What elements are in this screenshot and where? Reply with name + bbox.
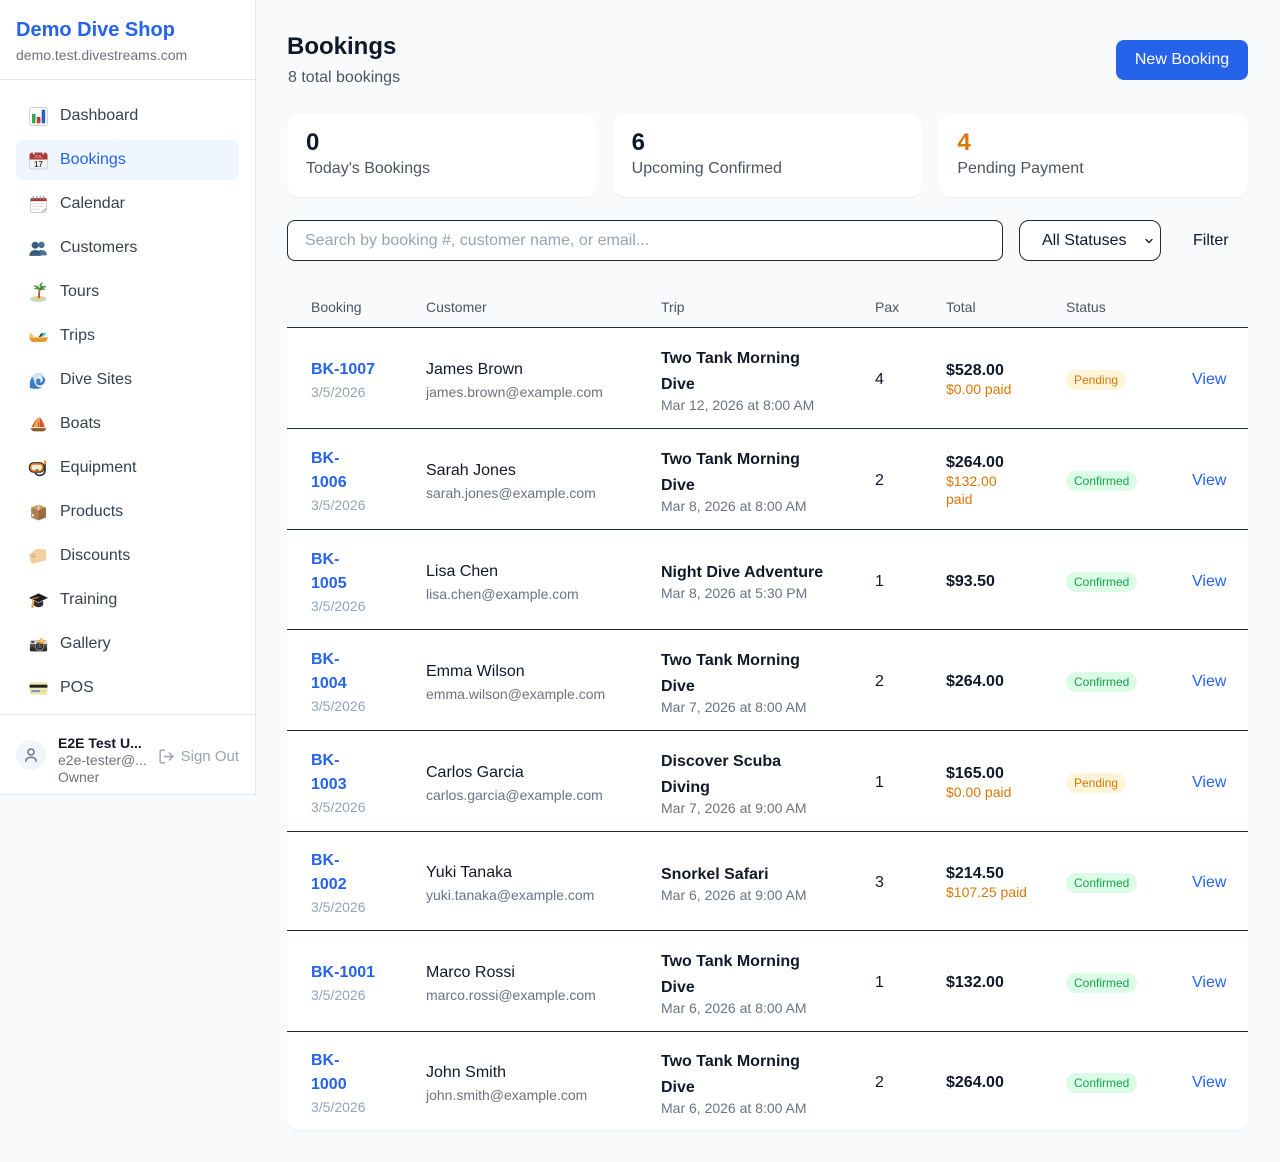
svg-text:17: 17 — [34, 160, 43, 169]
svg-text:JUL: JUL — [34, 153, 43, 159]
